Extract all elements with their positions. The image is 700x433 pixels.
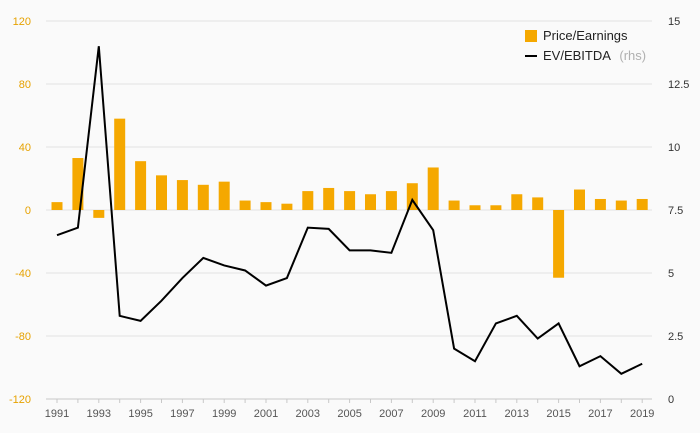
bar-price-earnings <box>197 184 209 210</box>
bar-price-earnings <box>72 158 84 210</box>
y-right-tick-label: 5 <box>668 268 674 280</box>
bar-price-earnings <box>385 191 397 210</box>
x-tick-label: 2015 <box>546 408 570 420</box>
x-tick-label: 2009 <box>421 408 445 420</box>
legend-label-ev-ebitda: EV/EBITDA <box>543 48 611 63</box>
bar-price-earnings <box>469 205 481 210</box>
y-left-tick-label: 40 <box>19 142 31 154</box>
bar-price-earnings <box>302 191 314 210</box>
x-tick-label: 1995 <box>128 408 152 420</box>
bar-price-earnings <box>615 200 627 210</box>
bars-layer <box>51 118 648 278</box>
y-left-tick-label: 80 <box>19 79 31 91</box>
line-layer <box>56 46 643 375</box>
x-tick-label: 2003 <box>296 408 320 420</box>
x-tick-label: 2017 <box>588 408 612 420</box>
y-left-tick-label: 120 <box>13 16 31 28</box>
x-tick-label: 1993 <box>87 408 111 420</box>
y-right-tick-label: 12.5 <box>668 79 689 91</box>
bar-price-earnings <box>448 200 460 210</box>
x-tick-label: 2001 <box>254 408 278 420</box>
legend-swatch-price-earnings <box>525 30 537 42</box>
x-tick-label: 2007 <box>379 408 403 420</box>
y-right-tick-label: 10 <box>668 142 680 154</box>
y-right-tick-label: 0 <box>668 394 674 406</box>
bar-price-earnings <box>51 202 63 210</box>
x-tick-label: 2013 <box>505 408 529 420</box>
bar-price-earnings <box>636 198 648 210</box>
bar-price-earnings <box>553 210 565 278</box>
bar-price-earnings <box>281 203 293 210</box>
y-right-tick-label: 7.5 <box>668 205 683 217</box>
y-left-tick-label: 0 <box>25 205 31 217</box>
x-tick-label: 2011 <box>463 408 487 420</box>
legend-rhs-note: (rhs) <box>619 48 646 63</box>
bar-price-earnings <box>490 205 502 210</box>
grid-layer <box>46 20 652 337</box>
bar-price-earnings <box>594 198 606 210</box>
bar-price-earnings <box>344 191 356 210</box>
bar-price-earnings <box>156 175 167 210</box>
bar-price-earnings <box>218 181 230 210</box>
bar-price-earnings <box>135 161 147 210</box>
bar-price-earnings <box>114 118 126 210</box>
y-left-tick-label: -40 <box>15 268 31 280</box>
x-tick-label: 1999 <box>212 408 236 420</box>
y-right-tick-label: 2.5 <box>668 331 683 343</box>
bar-price-earnings <box>532 197 544 210</box>
bar-price-earnings <box>511 194 523 210</box>
x-tick-label: 2005 <box>337 408 361 420</box>
bar-price-earnings <box>574 189 585 210</box>
x-tick-label: 2019 <box>630 408 654 420</box>
bar-price-earnings <box>406 183 418 210</box>
bar-price-earnings <box>323 187 335 210</box>
legend: Price/Earnings EV/EBITDA (rhs) <box>525 28 646 64</box>
bar-price-earnings <box>93 210 105 218</box>
y-left-tick-label: -80 <box>15 331 31 343</box>
legend-label-price-earnings: Price/Earnings <box>543 28 628 43</box>
legend-label-ev-ebitda-group: EV/EBITDA (rhs) <box>543 47 646 64</box>
axis-layer: 120 15 80 12.5 40 10 0 7.5 -40 5 -80 2.5 -120 0 1991 19… <box>9 16 689 420</box>
x-tick-label: 1991 <box>45 408 69 420</box>
y-left-tick-label: -120 <box>9 394 31 406</box>
x-tick-label: 1997 <box>170 408 194 420</box>
bar-price-earnings <box>239 200 251 210</box>
bar-price-earnings <box>365 194 376 210</box>
y-right-tick-label: 15 <box>668 16 680 28</box>
bar-price-earnings <box>176 180 188 210</box>
bar-price-earnings <box>260 202 272 210</box>
bar-price-earnings <box>427 167 439 210</box>
